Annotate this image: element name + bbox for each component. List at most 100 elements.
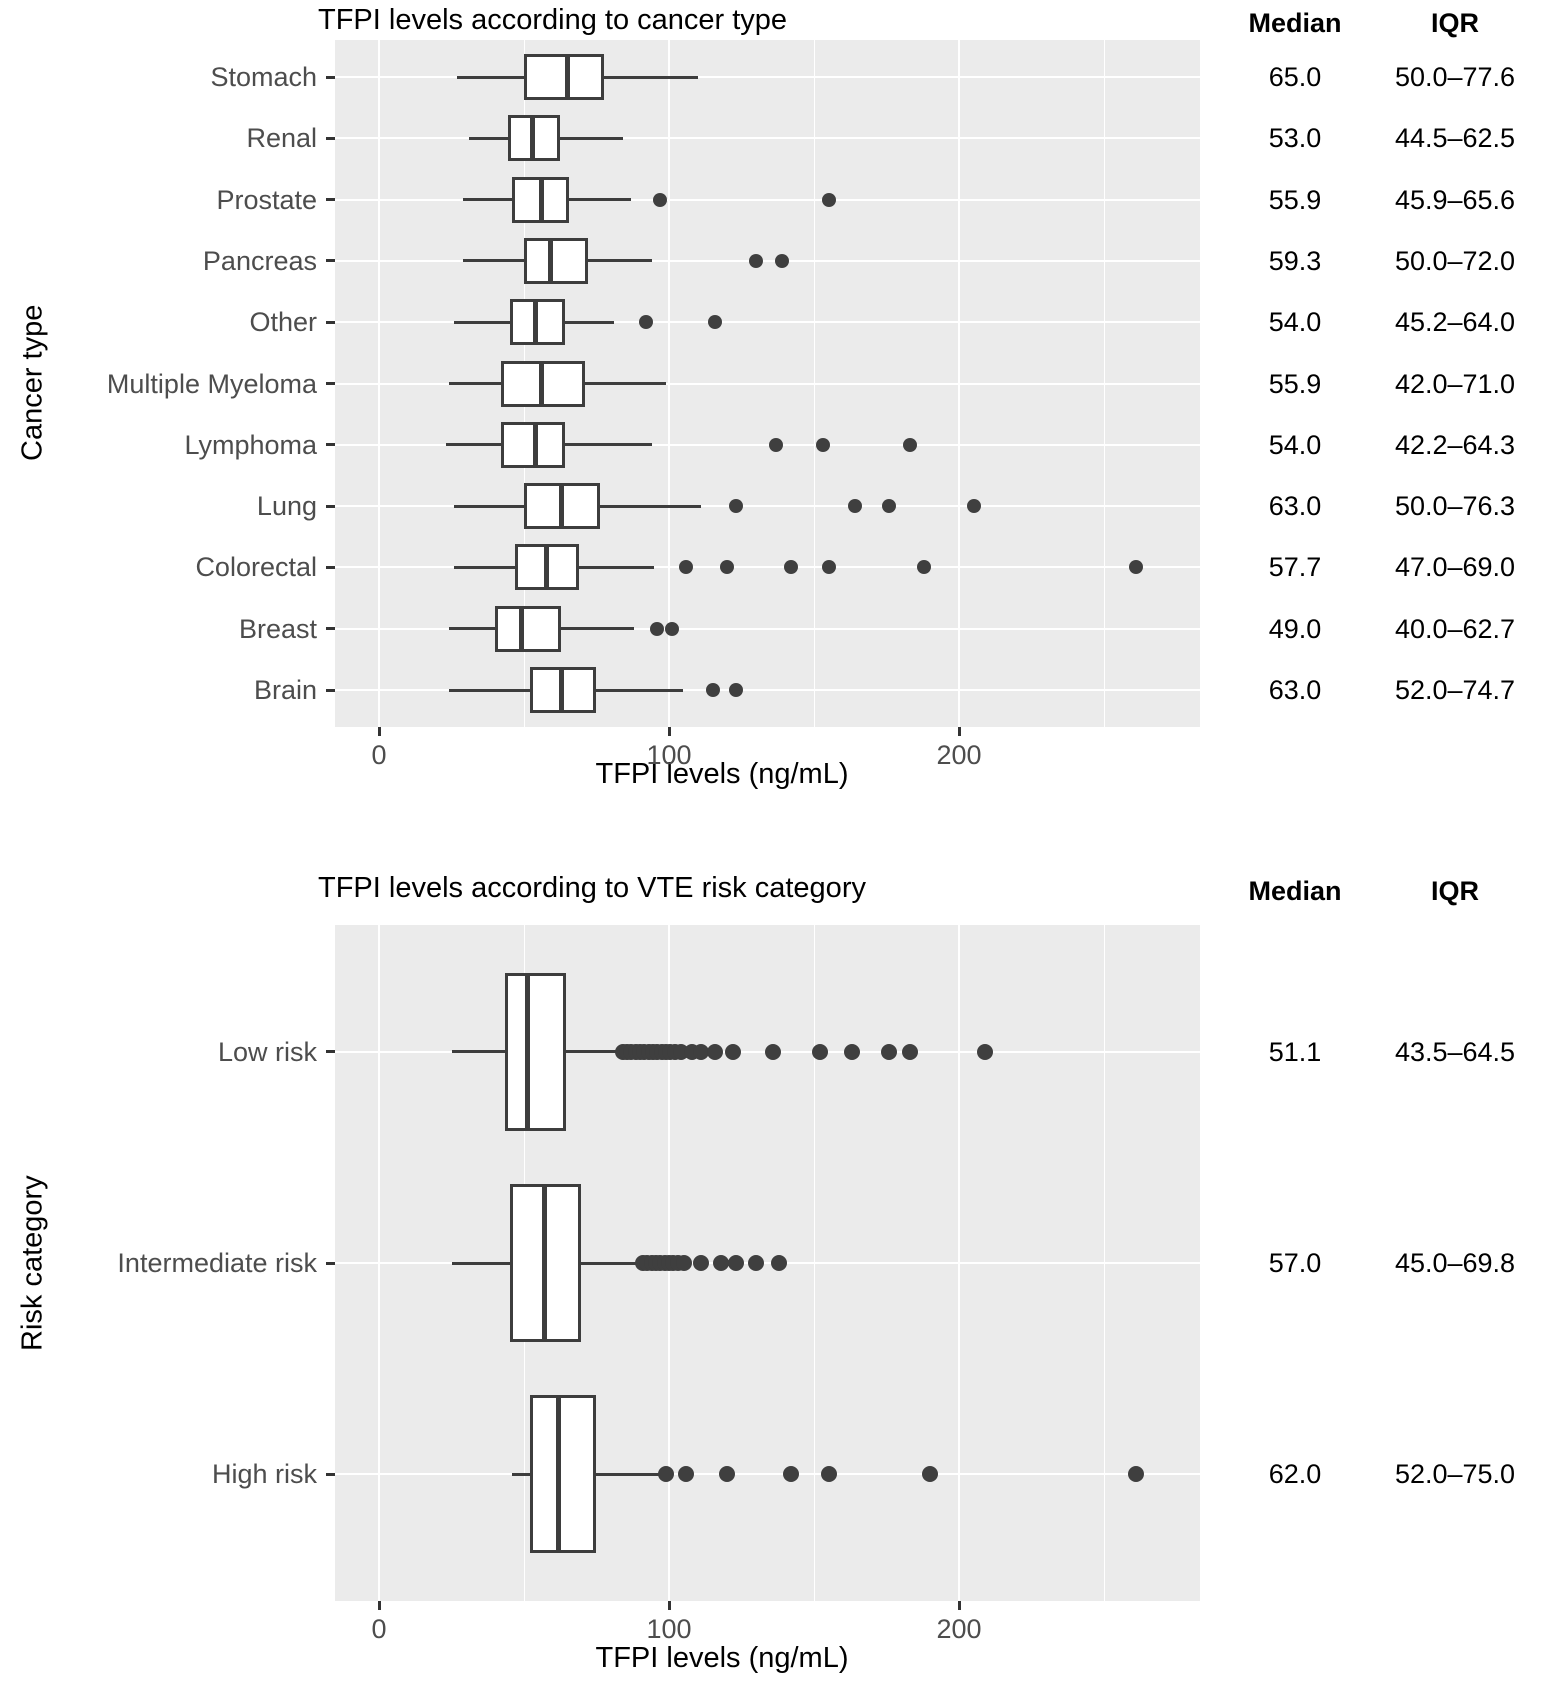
outlier-point [782,1466,799,1483]
whisker-low [463,259,526,263]
whisker-high [563,443,652,447]
iqr-value: 42.0–71.0 [1394,368,1516,399]
outlier-point [650,621,665,636]
outlier-point [977,1043,994,1060]
gridline-row [335,321,1200,324]
category-label: Multiple Myeloma [106,368,317,399]
x-tick-label: 200 [936,740,982,770]
x-tick-mark [377,1601,381,1610]
gridline-row [335,382,1200,385]
y-tick-mark [326,565,335,569]
iqr-value: 44.5–62.5 [1394,123,1516,154]
y-tick-mark [326,1050,335,1054]
y-tick-mark [326,1261,335,1265]
median-value: 54.0 [1268,307,1322,338]
median-column-header-top: Median [1248,8,1342,38]
outlier-point [783,560,798,575]
median-line [565,54,570,100]
gridline-row [335,566,1200,569]
outlier-point [653,192,668,207]
outlier-point [882,499,897,514]
x-tick-mark [667,1601,671,1610]
median-value: 53.0 [1268,123,1322,154]
whisker-high [562,320,614,324]
cancer-type-chart-title: TFPI levels according to cancer type [318,4,788,36]
outlier-point [1128,560,1143,575]
outlier-point [811,1043,828,1060]
category-label: Other [249,307,317,338]
y-tick-mark [326,75,335,79]
median-value: 55.9 [1268,368,1322,399]
outlier-point [769,437,784,452]
median-line [530,115,536,162]
median-line [556,1395,562,1554]
outlier-point [966,499,981,514]
median-value: 49.0 [1268,613,1322,644]
outlier-point [658,1466,675,1483]
whisker-high [594,1472,661,1476]
iqr-value: 40.0–62.7 [1394,613,1516,644]
iqr-value: 52.0–75.0 [1394,1459,1516,1490]
category-label: Brain [253,675,317,705]
outlier-point [821,560,836,575]
whisker-low [463,198,515,202]
category-label: Renal [246,123,317,154]
median-line [524,972,530,1131]
whisker-high [593,688,684,692]
outlier-point [707,1043,724,1060]
outlier-point [847,499,862,514]
outlier-point [728,683,743,697]
x-tick-mark [377,727,381,736]
gridline-row [335,1473,1200,1476]
outlier-point [724,1043,741,1060]
outlier-point [922,1466,938,1483]
whisker-low [451,1050,508,1054]
iqr-value: 50.0–77.6 [1394,62,1516,92]
outlier-point [692,1255,709,1272]
outlier-point [679,560,694,575]
x-tick-label: 0 [371,740,387,770]
median-value: 63.0 [1268,675,1322,705]
y-tick-mark [326,1472,335,1476]
y-tick-mark [326,320,335,324]
iqr-value: 45.2–64.0 [1394,307,1516,338]
whisker-low [451,1261,512,1265]
boxplot-box [505,972,567,1131]
median-line [533,299,539,346]
y-tick-mark [326,136,335,140]
gridline-row [335,689,1200,691]
category-label: High risk [211,1459,317,1490]
median-value: 54.0 [1268,429,1322,460]
category-label: Lung [256,491,317,522]
outlier-point [881,1043,898,1060]
median-value: 63.0 [1268,491,1322,522]
whisker-high [558,136,623,140]
median-column-header-bottom: Median [1248,876,1342,906]
cancer-type-y-axis-title: Cancer type [16,304,49,462]
boxplot-box [495,605,561,652]
median-line [548,237,554,284]
category-label: Breast [238,613,317,644]
y-tick-mark [326,627,335,631]
whisker-high [567,198,632,202]
vte-risk-chart-title: TFPI levels according to VTE risk catego… [318,872,866,904]
iqr-value: 45.0–69.8 [1394,1248,1516,1279]
whisker-low [512,1472,532,1476]
x-tick-label: 0 [371,1614,387,1644]
gridline-row [335,137,1200,140]
outlier-point [727,1255,744,1272]
iqr-value: 50.0–76.3 [1394,491,1516,522]
outlier-point [705,683,720,697]
x-tick-label: 100 [646,1614,692,1644]
whisker-high [564,1050,617,1054]
whisker-low [457,75,526,79]
y-tick-mark [326,259,335,263]
outlier-point [902,437,917,452]
whisker-high [579,1261,638,1265]
outlier-point [749,253,763,268]
median-value: 59.3 [1268,245,1322,276]
median-line [518,605,524,652]
whisker-low [448,688,532,692]
x-tick-mark [957,1601,961,1610]
gridline-row [335,505,1200,508]
